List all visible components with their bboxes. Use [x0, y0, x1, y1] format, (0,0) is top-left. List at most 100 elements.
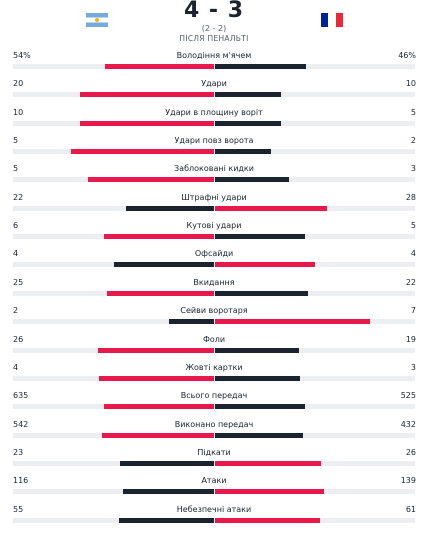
- away-value: 26: [405, 447, 416, 457]
- argentina-flag-icon: [86, 13, 108, 27]
- away-value: 3: [410, 164, 416, 174]
- away-bar: [214, 205, 327, 211]
- center-divider: [213, 204, 215, 212]
- away-value: 2: [410, 136, 416, 146]
- away-value: 19: [405, 334, 416, 344]
- match-score: 4 - 3: [183, 0, 245, 23]
- stat-label: Небезпечні атаки: [176, 504, 252, 514]
- stat-row: 55 Небезпечні атаки 61: [0, 502, 428, 530]
- center-divider: [213, 488, 215, 496]
- home-bar: [119, 460, 214, 466]
- stat-row: 4 Офсайди 4: [0, 246, 428, 274]
- stat-row: 26 Фоли 19: [0, 332, 428, 360]
- france-flag-icon: [321, 13, 343, 27]
- stat-label: Жовті картки: [185, 362, 243, 372]
- after-penalties-label: ПІСЛЯ ПЕНАЛЬТІ: [179, 34, 249, 43]
- away-bar: [214, 92, 281, 98]
- home-bar: [122, 489, 214, 495]
- home-bar: [104, 234, 214, 240]
- home-bar: [125, 205, 214, 211]
- away-value: 61: [405, 504, 416, 514]
- away-bar: [214, 149, 272, 155]
- home-bar: [88, 177, 214, 183]
- stat-label: Підкати: [197, 447, 231, 457]
- home-value: 5: [13, 136, 19, 146]
- center-divider: [213, 233, 215, 241]
- stat-bar-track: [13, 204, 415, 212]
- away-bar: [214, 347, 299, 353]
- center-divider: [213, 176, 215, 184]
- stat-label: Офсайди: [194, 249, 234, 259]
- away-bar: [214, 404, 306, 410]
- home-value: 55: [13, 504, 24, 514]
- stat-label: Вкидання: [193, 277, 235, 287]
- home-value: 25: [13, 277, 24, 287]
- stat-label: Кутові удари: [186, 221, 242, 231]
- away-value: 432: [400, 419, 416, 429]
- away-value: 28: [405, 192, 416, 202]
- stat-bar-track: [13, 91, 415, 99]
- stat-bar-track: [13, 346, 415, 354]
- stat-bar-track: [13, 148, 415, 156]
- away-bar: [214, 234, 306, 240]
- away-value: 139: [400, 476, 416, 486]
- center-divider: [213, 431, 215, 439]
- center-divider: [213, 459, 215, 467]
- stat-label: Фоли: [202, 334, 226, 344]
- stat-bar-track: [13, 233, 415, 241]
- stat-bar-track: [13, 431, 415, 439]
- center-divider: [213, 261, 215, 269]
- home-bar: [99, 375, 214, 381]
- away-bar: [214, 460, 321, 466]
- center-divider: [213, 403, 215, 411]
- stat-row: 5 Заблоковані кидки 3: [0, 161, 428, 189]
- stat-row: 22 Штрафні удари 28: [0, 190, 428, 218]
- away-value: 10: [405, 79, 416, 89]
- stat-label: Заблоковані кидки: [174, 164, 254, 174]
- stat-label: Атаки: [201, 476, 227, 486]
- away-value: 525: [400, 391, 416, 401]
- home-bar: [169, 319, 214, 325]
- away-bar: [214, 319, 371, 325]
- stat-row: 116 Атаки 139: [0, 473, 428, 501]
- stat-bar-track: [13, 261, 415, 269]
- stat-row: 23 Підкати 26: [0, 445, 428, 473]
- stat-row: 25 Вкидання 22: [0, 275, 428, 303]
- center-divider: [213, 119, 215, 127]
- home-value: 542: [13, 419, 29, 429]
- away-bar: [214, 64, 307, 69]
- away-bar: [214, 517, 320, 523]
- stat-label: Удари в площину воріт: [165, 107, 263, 117]
- away-bar: [214, 177, 290, 183]
- stat-label: Удари повз ворота: [174, 136, 254, 146]
- away-value: 5: [410, 107, 416, 117]
- stat-label: Сейви воротаря: [180, 306, 248, 316]
- center-divider: [213, 91, 215, 99]
- stat-bar-track: [13, 403, 415, 411]
- center-divider: [213, 318, 215, 326]
- away-bar: [214, 120, 281, 126]
- home-bar: [79, 92, 214, 98]
- home-value: 54%: [13, 51, 31, 60]
- stat-label: Штрафні удари: [181, 192, 247, 202]
- stat-row: 54% Володіння м'ячем 46%: [0, 48, 428, 76]
- stat-row: 20 Удари 10: [0, 76, 428, 104]
- center-divider: [213, 289, 215, 297]
- stat-row: 542 Виконано передач 432: [0, 417, 428, 445]
- stat-row: 10 Удари в площину воріт 5: [0, 105, 428, 133]
- home-bar: [104, 404, 214, 410]
- away-bar: [214, 432, 304, 438]
- stat-label: Всього передач: [180, 391, 248, 401]
- home-value: 5: [13, 164, 19, 174]
- stat-label: Удари: [201, 79, 227, 89]
- stat-row: 635 Всього передач 525: [0, 388, 428, 416]
- home-value: 20: [13, 79, 24, 89]
- away-bar: [214, 375, 301, 381]
- stat-label: Володіння м'ячем: [176, 51, 252, 60]
- home-value: 26: [13, 334, 24, 344]
- stat-row: 6 Кутові удари 5: [0, 218, 428, 246]
- away-value: 4: [410, 249, 416, 259]
- away-value: 46%: [398, 51, 416, 60]
- away-bar: [214, 290, 309, 296]
- away-value: 22: [405, 277, 416, 287]
